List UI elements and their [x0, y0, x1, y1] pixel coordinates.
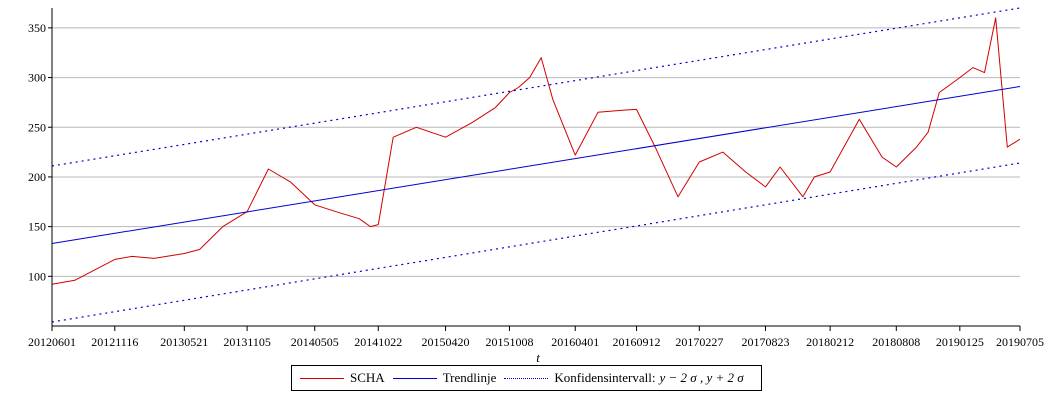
x-tick-label: 20170823 — [741, 335, 789, 349]
y-tick-label: 150 — [28, 220, 46, 234]
legend-swatch-trend — [392, 377, 437, 379]
x-tick-label: 20160912 — [613, 335, 661, 349]
tick-labels: 100 150 200 250 300 350 20120601 20121116 201305… — [28, 21, 1044, 349]
x-tick-label: 20141022 — [354, 335, 402, 349]
legend-item-confidence: Konfidensintervall: y − 2 σ , y + 2 σ — [496, 370, 744, 386]
x-tick-label: 20130521 — [160, 335, 208, 349]
x-tick-label: 20131105 — [223, 335, 271, 349]
x-tick-label: 20180808 — [872, 335, 920, 349]
legend-label-scha: SCHA — [350, 370, 385, 385]
y-tick-label: 350 — [28, 21, 46, 35]
x-tick-label: 20150420 — [422, 335, 470, 349]
x-tick-label: 20151008 — [485, 335, 533, 349]
y-tick-label: 300 — [28, 71, 46, 85]
legend-item-scha: SCHA — [292, 370, 385, 386]
legend-label-trend: Trendlinje — [442, 370, 497, 385]
series-line-1 — [51, 86, 1021, 244]
x-axis-label: t — [536, 350, 540, 365]
grid-lines — [52, 27, 1020, 277]
x-tick-label: 20121116 — [91, 335, 138, 349]
legend-label-confidence: Konfidensintervall: — [554, 370, 656, 385]
legend: SCHA Trendlinje Konfidensintervall: y − … — [291, 365, 762, 391]
x-tick-label: 20170227 — [675, 335, 723, 349]
legend-swatch-scha — [300, 377, 344, 379]
y-tick-label: 200 — [28, 170, 46, 184]
legend-item-trend: Trendlinje — [385, 370, 497, 386]
x-tick-label: 20120601 — [28, 335, 76, 349]
x-tick-label: 20160401 — [551, 335, 599, 349]
legend-swatch-confidence — [504, 377, 549, 379]
series-layer — [51, 7, 1021, 323]
axes — [48, 8, 1021, 331]
x-tick-label: 20190125 — [936, 335, 984, 349]
x-tick-label: 20180212 — [806, 335, 854, 349]
series-line-3 — [51, 162, 1021, 323]
y-tick-label: 250 — [28, 120, 46, 134]
series-line-2 — [51, 7, 1021, 167]
legend-confidence-formula: y − 2 σ , y + 2 σ — [659, 370, 744, 385]
series-line-0 — [51, 17, 1021, 285]
x-tick-label: 20190705 — [996, 335, 1044, 349]
x-tick-label: 20140505 — [291, 335, 339, 349]
y-tick-label: 100 — [28, 269, 46, 283]
